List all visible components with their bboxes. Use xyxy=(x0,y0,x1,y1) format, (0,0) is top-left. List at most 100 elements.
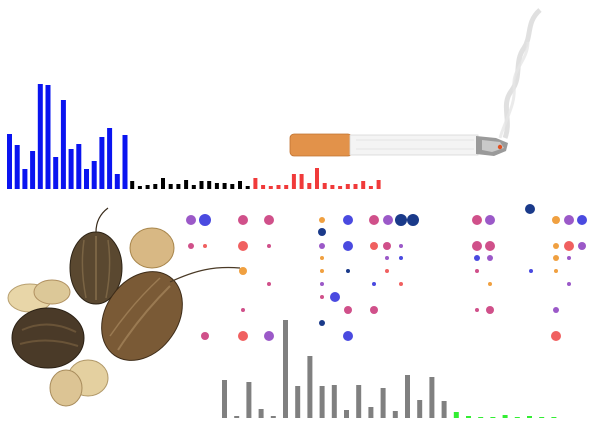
bottom-bar xyxy=(344,410,349,418)
scatter-dot xyxy=(370,242,378,250)
scatter-dot xyxy=(385,269,389,273)
scatter-dot xyxy=(320,256,324,260)
top-bar xyxy=(230,184,235,189)
scatter-dot xyxy=(330,292,340,302)
scatter-dot xyxy=(553,243,559,249)
scatter-dot xyxy=(486,306,494,314)
top-bar xyxy=(238,181,242,189)
scatter-dot xyxy=(529,269,533,273)
top-bar xyxy=(338,186,343,189)
scatter-dot xyxy=(399,256,403,260)
scatter-dot xyxy=(201,332,209,340)
scatter-dot xyxy=(472,215,482,225)
scatter-dot xyxy=(472,241,482,251)
scatter-dot xyxy=(320,282,324,286)
scatter-dot xyxy=(399,282,403,286)
scatter-dot xyxy=(474,255,480,261)
top-bar xyxy=(361,181,366,189)
seed-pods-image xyxy=(7,207,241,407)
bottom-bar xyxy=(502,415,508,418)
scatter-dot xyxy=(346,269,350,273)
scatter-dot xyxy=(485,215,495,225)
scatter-dot xyxy=(370,306,378,314)
top-bar xyxy=(7,134,12,189)
top-bar xyxy=(53,157,59,189)
cigarette-image xyxy=(289,8,542,157)
bottom-bar xyxy=(417,400,423,418)
scatter-dot xyxy=(264,331,274,341)
top-bar xyxy=(153,184,158,189)
top-bar xyxy=(322,183,327,189)
scatter-dot xyxy=(385,256,389,260)
scatter-dot xyxy=(475,308,479,312)
top-bar xyxy=(122,135,128,189)
top-bar xyxy=(76,144,82,189)
top-bar xyxy=(68,149,74,189)
top-bar xyxy=(199,181,204,189)
bottom-bar xyxy=(295,386,301,418)
top-bar xyxy=(161,178,165,189)
top-bar xyxy=(245,186,250,189)
bottom-bar xyxy=(234,416,240,418)
top-bar xyxy=(191,185,196,189)
scatter-dot xyxy=(267,244,271,248)
scatter-dot xyxy=(343,331,353,341)
scatter-dot xyxy=(564,215,574,225)
bottom-bar xyxy=(453,412,459,418)
scatter-dot xyxy=(203,244,207,248)
bottom-bar xyxy=(539,417,545,418)
top-bar xyxy=(222,183,227,189)
bottom-bar xyxy=(368,407,374,418)
top-bar xyxy=(353,184,358,189)
scatter-dot xyxy=(567,256,571,260)
bottom-bar-chart xyxy=(222,320,557,418)
bottom-bar xyxy=(392,411,398,418)
scatter-dot xyxy=(485,241,495,251)
scatter-dot xyxy=(487,255,493,261)
scatter-dot xyxy=(399,244,403,248)
bottom-bar xyxy=(380,388,386,418)
scatter-dot xyxy=(554,269,558,273)
scatter-dot xyxy=(320,295,324,299)
top-bar xyxy=(37,84,43,189)
top-bar xyxy=(99,137,105,189)
bottom-bar xyxy=(478,417,484,418)
top-bar xyxy=(30,151,36,189)
scatter-dot xyxy=(238,241,248,251)
bottom-bar xyxy=(258,409,264,418)
top-bar xyxy=(376,180,381,189)
bottom-bar xyxy=(319,386,325,418)
top-bar xyxy=(368,186,373,189)
top-bar xyxy=(345,184,350,189)
scatter-dot xyxy=(567,282,571,286)
scatter-dot xyxy=(475,269,479,273)
top-bar xyxy=(299,174,304,189)
top-bar xyxy=(14,145,20,189)
scatter-dot xyxy=(318,228,326,236)
scatter-dot xyxy=(319,243,325,249)
top-bar xyxy=(184,180,189,189)
scatter-dot xyxy=(320,269,324,273)
scatter-dot xyxy=(407,214,419,226)
top-bar xyxy=(168,184,173,189)
top-bar xyxy=(91,161,97,189)
bottom-bar xyxy=(405,375,410,418)
top-bar-chart xyxy=(7,84,381,189)
scatter-dot xyxy=(383,242,391,250)
bottom-bar xyxy=(441,401,447,418)
bottom-bar xyxy=(356,385,362,418)
bottom-bar xyxy=(466,416,471,418)
scatter-dot xyxy=(238,331,248,341)
scatter-dot xyxy=(369,215,379,225)
scatter-dot xyxy=(553,307,559,313)
bottom-bar xyxy=(307,356,313,418)
scatter-dot xyxy=(578,242,586,250)
scatter-dot xyxy=(199,214,211,226)
top-bar xyxy=(253,178,258,189)
bottom-bar xyxy=(490,417,496,418)
dot-matrix-chart xyxy=(186,204,587,341)
scatter-dot xyxy=(564,241,574,251)
bottom-bar xyxy=(429,377,435,418)
top-bar xyxy=(291,174,296,189)
